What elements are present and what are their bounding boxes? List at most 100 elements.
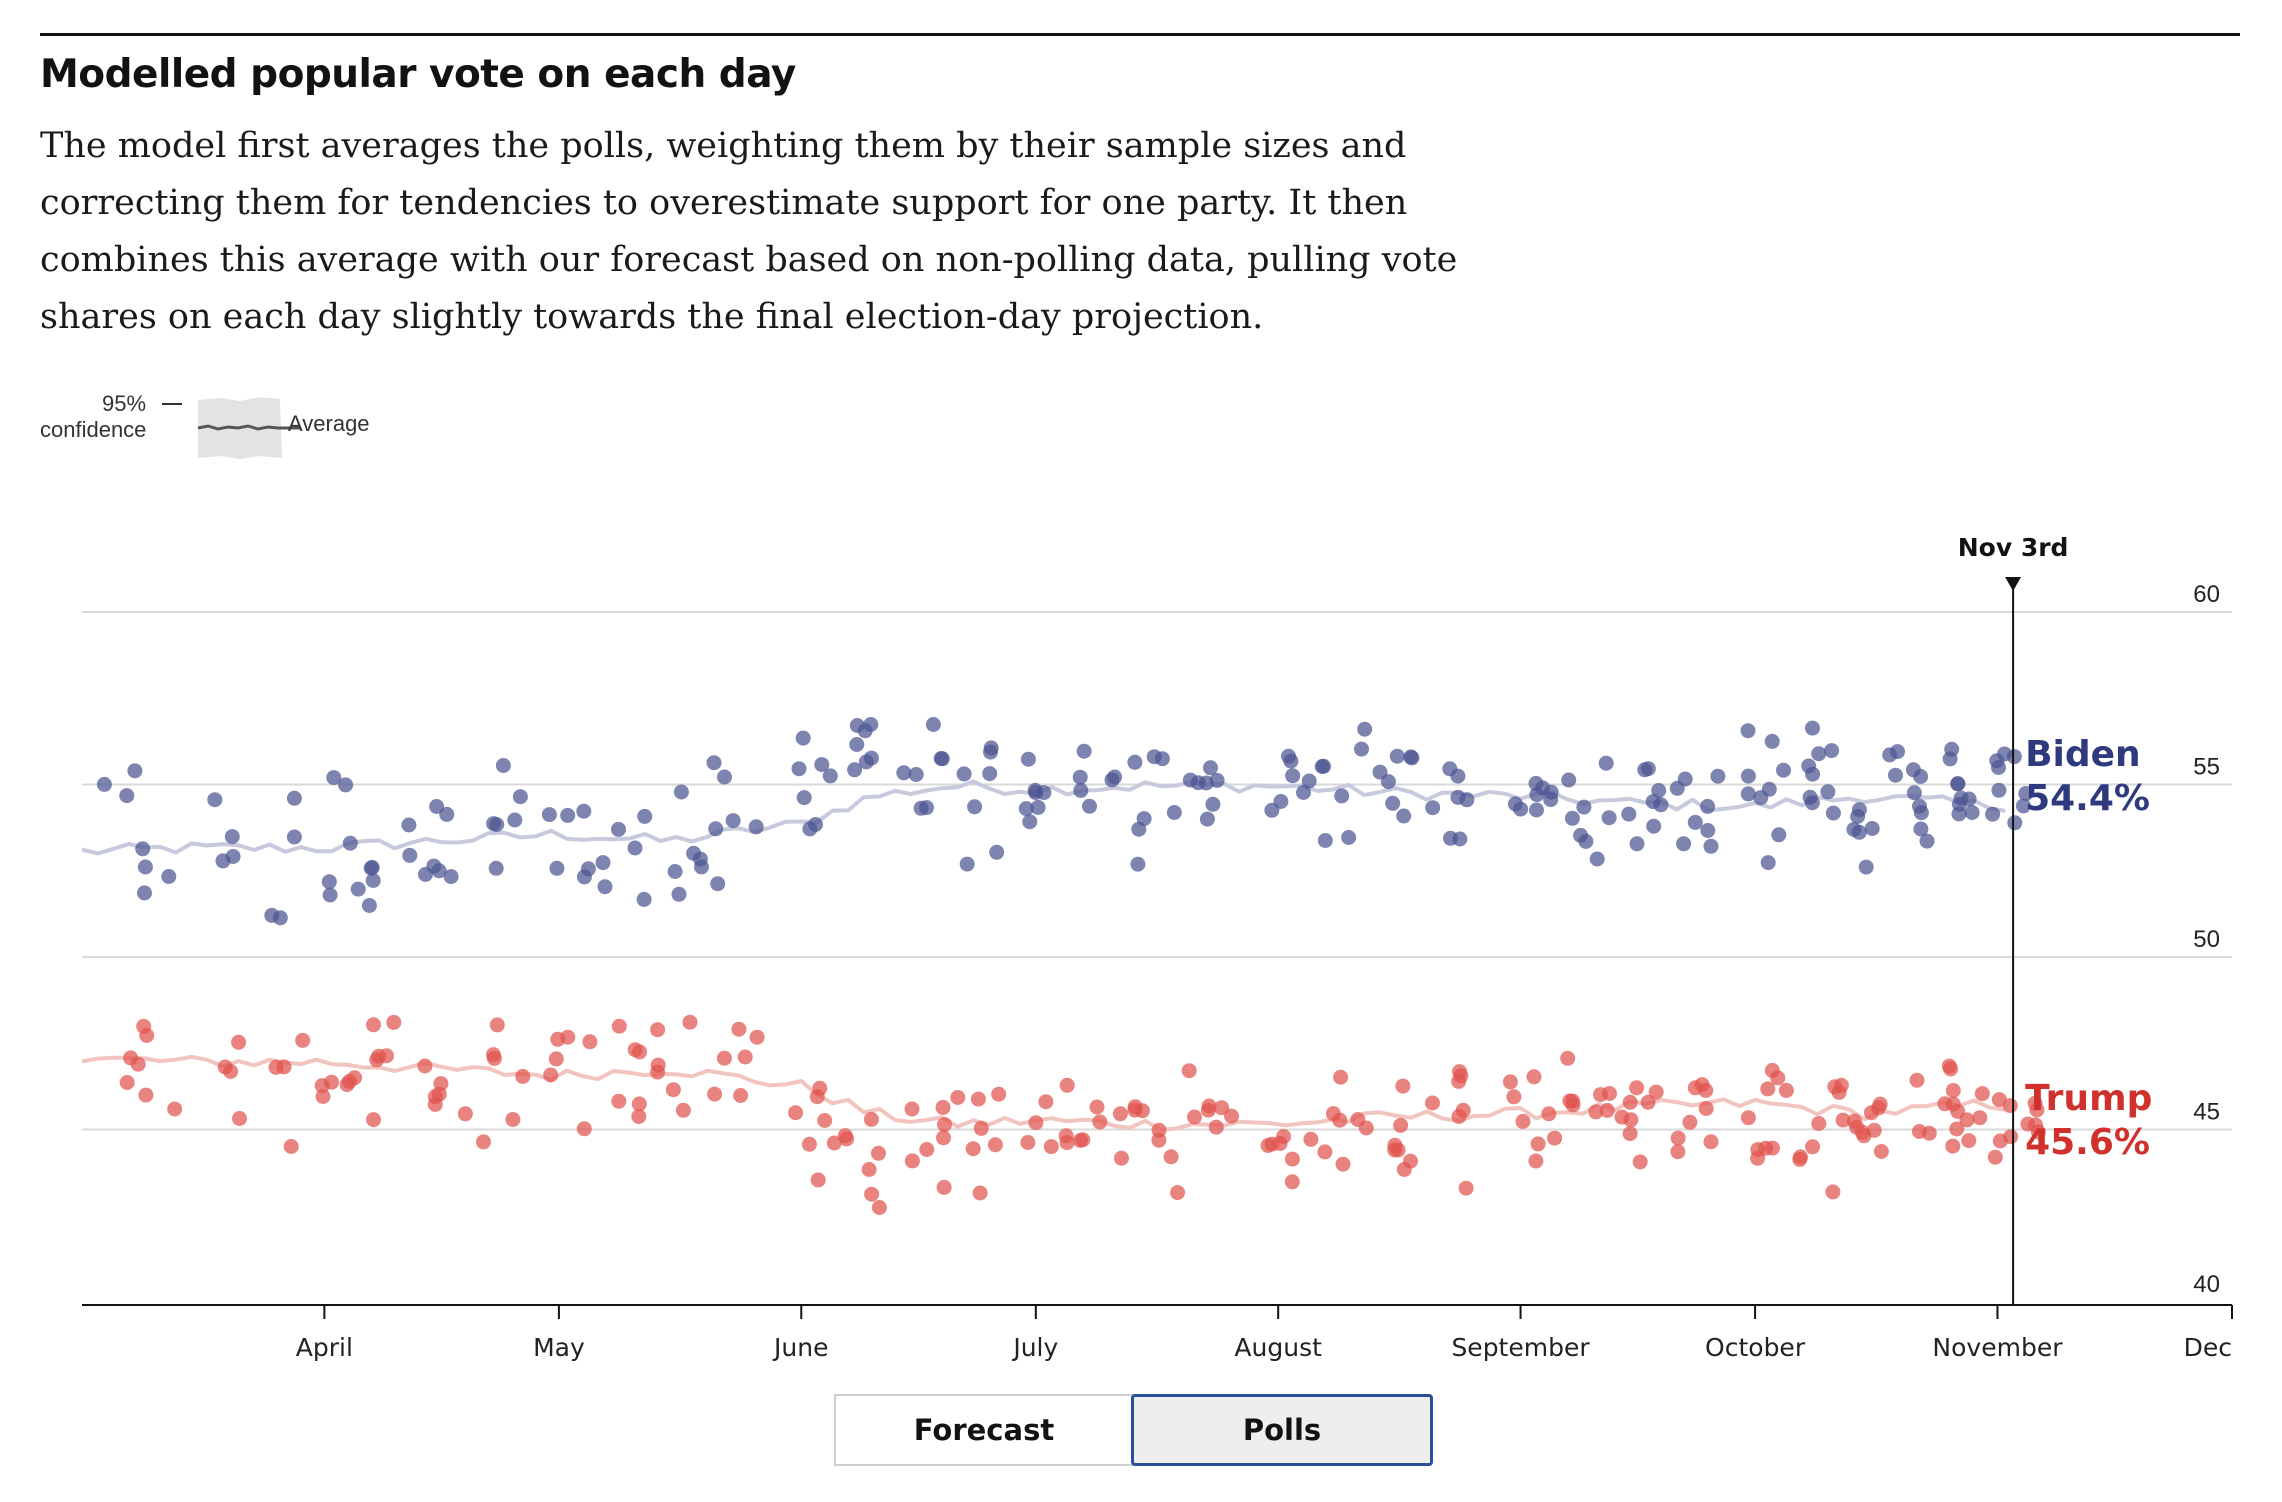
trump-poll-point xyxy=(812,1080,828,1096)
chart-title: Modelled popular vote on each day xyxy=(40,52,796,97)
biden-poll-point xyxy=(1991,782,2007,798)
trump-poll-point xyxy=(1020,1135,1036,1150)
trump-poll-point xyxy=(1114,1150,1129,1166)
key-line-label: Average xyxy=(288,411,370,436)
trump-poll-point xyxy=(1805,1139,1821,1155)
biden-poll-point xyxy=(1944,741,1960,757)
biden-poll-point xyxy=(808,817,823,832)
trump-poll-point xyxy=(489,1017,505,1033)
biden-poll-point xyxy=(363,860,379,876)
forecast-toggle-button[interactable]: Forecast xyxy=(834,1394,1134,1466)
trump-poll-point xyxy=(1151,1132,1167,1148)
trump-poll-point xyxy=(2028,1117,2044,1133)
trump-value-label: 45.6% xyxy=(2025,1122,2150,1163)
biden-poll-point xyxy=(708,821,724,837)
biden-poll-point xyxy=(1820,784,1836,800)
biden-poll-point xyxy=(1564,810,1580,826)
trump-poll-point xyxy=(232,1111,247,1126)
trump-poll-point xyxy=(650,1057,666,1073)
trump-poll-point xyxy=(1945,1138,1961,1154)
biden-poll-point xyxy=(795,730,811,746)
trump-poll-point xyxy=(936,1179,952,1195)
biden-poll-point xyxy=(127,763,143,779)
trump-poll-point xyxy=(1560,1050,1576,1066)
biden-poll-point xyxy=(1621,806,1637,822)
biden-poll-point xyxy=(1802,789,1818,805)
trump-poll-point xyxy=(1547,1130,1563,1146)
biden-poll-point xyxy=(1645,794,1661,810)
biden-poll-point xyxy=(1601,810,1617,826)
biden-poll-point xyxy=(595,855,611,871)
trump-poll-point xyxy=(1770,1070,1786,1086)
biden-poll-point xyxy=(1951,806,1967,822)
trump-poll-point xyxy=(904,1101,920,1117)
x-tick-label-2: June xyxy=(772,1333,828,1362)
biden-poll-point xyxy=(822,768,838,784)
biden-name-label: Biden xyxy=(2025,734,2141,775)
trump-poll-point xyxy=(2002,1098,2018,1114)
biden-poll-point xyxy=(1687,814,1703,830)
biden-poll-point xyxy=(1700,798,1716,814)
trump-poll-point xyxy=(1214,1100,1230,1116)
biden-poll-point xyxy=(925,717,941,732)
biden-poll-point xyxy=(1316,758,1332,774)
biden-poll-point xyxy=(1637,762,1653,778)
average-lines xyxy=(81,779,2006,1132)
trump-poll-point xyxy=(1072,1133,1088,1148)
biden-poll-point xyxy=(1589,851,1605,867)
trump-poll-point xyxy=(1059,1077,1075,1093)
trump-poll-point xyxy=(987,1137,1003,1153)
biden-poll-point xyxy=(673,784,689,800)
biden-poll-point xyxy=(1561,772,1577,788)
biden-poll-point xyxy=(1919,833,1935,849)
trump-poll-point xyxy=(1092,1114,1108,1130)
trump-poll-point xyxy=(1272,1136,1288,1151)
trump-poll-point xyxy=(1506,1089,1522,1105)
trump-poll-point xyxy=(427,1089,443,1105)
trump-poll-point xyxy=(2027,1095,2043,1111)
trump-poll-point xyxy=(1526,1069,1542,1085)
biden-poll-point xyxy=(847,762,863,778)
biden-poll-point xyxy=(1864,821,1880,836)
trump-poll-point xyxy=(1163,1149,1179,1165)
trump-poll-point xyxy=(1921,1125,1937,1141)
biden-poll-point xyxy=(1425,800,1441,816)
biden-poll-point xyxy=(365,873,381,888)
trump-poll-point xyxy=(1387,1137,1403,1153)
trump-poll-point xyxy=(1059,1135,1075,1151)
biden-poll-point xyxy=(982,766,998,782)
trump-poll-point xyxy=(1961,1133,1977,1149)
trump-poll-point xyxy=(138,1087,154,1103)
biden-poll-point xyxy=(956,766,972,782)
trump-average-line xyxy=(81,1054,2006,1132)
biden-poll-point xyxy=(1459,792,1475,808)
trump-poll-point xyxy=(936,1130,951,1146)
biden-poll-point xyxy=(1629,836,1645,852)
polls-toggle-button[interactable]: Polls xyxy=(1131,1394,1433,1466)
axes: 40 45 50 55 60 April May June July August Septembe… xyxy=(82,533,2233,1362)
biden-poll-point xyxy=(1199,811,1215,827)
biden-poll-point xyxy=(286,790,302,806)
biden-poll-point xyxy=(1190,775,1206,791)
biden-poll-point xyxy=(541,807,557,823)
biden-poll-point xyxy=(1906,785,1922,801)
trump-poll-point xyxy=(315,1089,331,1104)
biden-poll-point xyxy=(1771,827,1787,843)
trump-poll-point xyxy=(1825,1184,1841,1200)
trump-poll-point xyxy=(324,1074,339,1090)
biden-poll-point xyxy=(694,859,709,875)
biden-poll-point xyxy=(1341,830,1357,845)
biden-poll-point xyxy=(1146,749,1162,765)
biden-poll-point xyxy=(1811,746,1827,762)
trump-poll-point xyxy=(1640,1094,1656,1110)
trump-poll-point xyxy=(1588,1104,1604,1120)
biden-poll-point xyxy=(350,881,366,897)
biden-poll-point xyxy=(1740,723,1756,739)
biden-poll-point xyxy=(576,803,592,819)
trump-poll-point xyxy=(1972,1110,1988,1126)
biden-poll-point xyxy=(967,799,983,815)
biden-poll-point xyxy=(1127,754,1143,770)
biden-poll-point xyxy=(119,788,135,804)
trump-poll-point xyxy=(1208,1119,1224,1135)
trump-poll-point xyxy=(1530,1136,1546,1152)
